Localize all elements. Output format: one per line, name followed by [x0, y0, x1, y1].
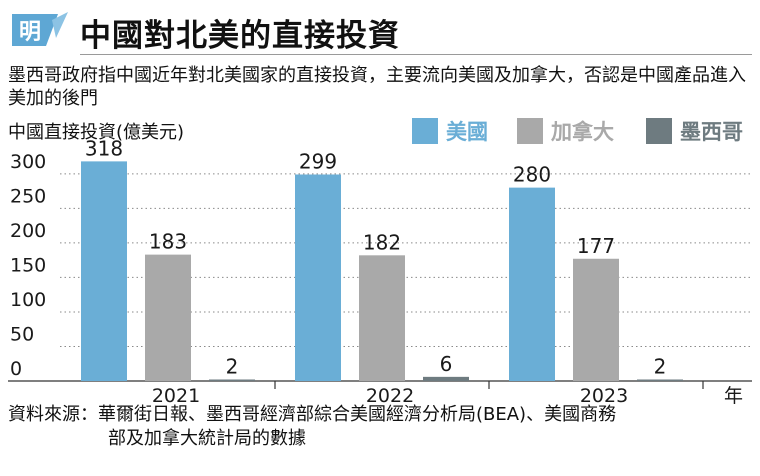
y-tick-label-100: 100	[10, 289, 46, 311]
legend-label-canada: 加拿大	[551, 120, 614, 144]
legend-swatch-usa	[412, 118, 438, 144]
source-label: 資料來源：	[8, 404, 98, 425]
title-divider	[80, 54, 752, 55]
ming-pao-logo: 明	[12, 12, 68, 46]
x-tick-label-2022: 2022	[366, 385, 414, 407]
data-label-mexico-2021: 2	[226, 355, 239, 379]
logo-shape	[12, 14, 58, 46]
data-label-mexico-2023: 2	[654, 355, 667, 379]
chart-subtitle: 墨西哥政府指中國近年對北美國家的直接投資，主要流向美國及加拿大，否認是中國產品進…	[8, 65, 746, 109]
source-note: 資料來源：華爾街日報、墨西哥經濟部綜合美國經濟分析局(BEA)、美國商務 部及加…	[8, 403, 756, 451]
bar-mexico-2023	[637, 379, 683, 381]
data-label-usa-2022: 299	[299, 150, 337, 174]
header: 明 中國對北美的直接投資	[0, 0, 760, 60]
y-tick-label-300: 300	[10, 151, 46, 173]
source-line-2: 部及加拿大統計局的數據	[108, 428, 306, 449]
bar-usa-2022	[295, 174, 341, 381]
data-label-canada-2023: 177	[577, 234, 615, 258]
legend-label-mexico: 墨西哥	[680, 120, 743, 144]
bar-canada-2021	[145, 254, 191, 381]
data-label-canada-2022: 182	[363, 230, 401, 254]
source-line-1: 華爾街日報、墨西哥經濟部綜合美國經濟分析局(BEA)、美國商務	[98, 404, 617, 425]
y-tick-label-200: 200	[10, 220, 46, 242]
legend-swatch-canada	[517, 118, 543, 144]
bar-mexico-2021	[209, 379, 255, 381]
data-label-mexico-2022: 6	[440, 352, 453, 376]
bar-usa-2021	[81, 161, 127, 381]
y-tick-label-0: 0	[10, 358, 22, 380]
logo-text: 明	[19, 20, 41, 45]
logo-accent	[52, 12, 68, 38]
bar-canada-2022	[359, 255, 405, 381]
legend-item-usa: 美國	[412, 116, 488, 146]
legend-item-canada: 加拿大	[517, 116, 614, 146]
chart-title: 中國對北美的直接投資	[80, 18, 400, 54]
y-tick-label-50: 50	[10, 323, 34, 345]
y-axis-unit-label: 中國直接投資(億美元)	[8, 122, 185, 143]
bar-usa-2023	[509, 187, 555, 381]
y-tick-label-250: 250	[10, 185, 46, 207]
y-tick-label-150: 150	[10, 254, 46, 276]
data-label-usa-2023: 280	[513, 163, 551, 187]
data-label-canada-2021: 183	[149, 230, 187, 254]
legend-item-mexico: 墨西哥	[646, 116, 743, 146]
legend-swatch-mexico	[646, 118, 672, 144]
x-tick-label-2023: 2023	[580, 385, 628, 407]
x-tick-label-2021: 2021	[152, 385, 200, 407]
legend-label-usa: 美國	[446, 120, 488, 144]
bar-mexico-2022	[423, 376, 469, 381]
bar-canada-2023	[573, 258, 619, 381]
data-label-usa-2021: 318	[85, 136, 123, 160]
x-axis-label: 年	[724, 385, 743, 407]
